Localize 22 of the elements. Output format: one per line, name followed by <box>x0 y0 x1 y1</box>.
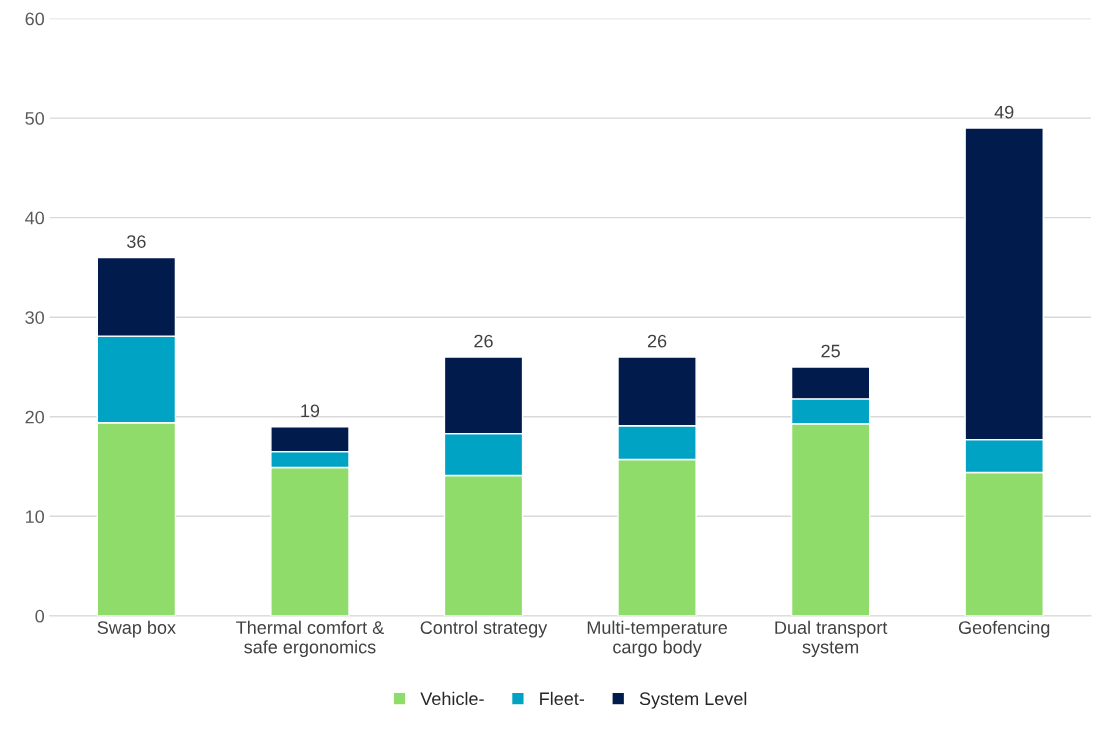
x-tick-label: Dual transport system <box>775 620 888 657</box>
y-tick-label: 60 <box>25 12 45 26</box>
x-tick-label: Control strategy <box>420 620 548 638</box>
y-tick-label: 20 <box>25 410 45 424</box>
x-tick-label: Thermal comfort & safe ergonomics <box>236 620 384 657</box>
legend-label: System Level <box>639 691 747 709</box>
total-label: 49 <box>994 105 1014 119</box>
total-label: 26 <box>647 334 667 348</box>
x-tick-label: Swap box <box>97 620 176 638</box>
x-tick-label: Geofencing <box>958 620 1050 638</box>
y-tick-label: 40 <box>25 211 45 225</box>
y-tick-label: 50 <box>25 112 45 125</box>
legend-label: Vehicle- <box>420 691 484 706</box>
total-label: 25 <box>821 344 840 358</box>
total-label: 26 <box>474 334 493 348</box>
y-tick-label: 30 <box>25 311 45 324</box>
y-tick-label: 0 <box>35 609 45 623</box>
total-label: 19 <box>301 404 320 418</box>
y-tick-label: 10 <box>26 510 45 524</box>
legend-label: Fleet- <box>540 691 585 706</box>
x-tick-label: Multi-temperature cargo body <box>587 620 728 657</box>
total-label: 36 <box>127 235 146 248</box>
